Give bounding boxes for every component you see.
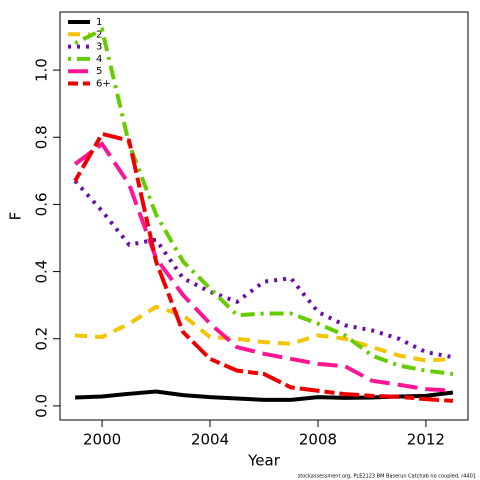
series-line: [73, 131, 454, 403]
y-tick-label: 0.6: [33, 192, 51, 216]
caption: stockassessment.org, PLE2123 BM Baserun …: [298, 474, 476, 480]
y-tick-label: 1.0: [33, 58, 51, 82]
legend-label: 5: [96, 66, 102, 77]
legend-label: 1: [96, 17, 102, 28]
series-line: [74, 304, 454, 363]
series-line: [73, 141, 454, 393]
y-axis-label: F: [7, 212, 25, 221]
x-tick-label: 2004: [191, 431, 229, 449]
y-tick-label: 0.8: [33, 125, 51, 149]
x-axis-label: Year: [247, 452, 281, 470]
x-tick-label: 2008: [299, 431, 337, 449]
x-tick-label: 2012: [407, 431, 445, 449]
legend-label: 6+: [96, 79, 111, 90]
y-tick-label: 0.2: [33, 327, 51, 351]
x-tick-label: 2000: [83, 431, 121, 449]
plot-frame: [59, 11, 469, 421]
legend-label: 3: [96, 42, 102, 53]
y-tick-label: 0.0: [33, 394, 51, 418]
legend-label: 2: [96, 29, 102, 40]
legend-label: 4: [96, 54, 102, 65]
series-line: [73, 179, 454, 360]
y-tick-label: 0.4: [33, 260, 51, 284]
